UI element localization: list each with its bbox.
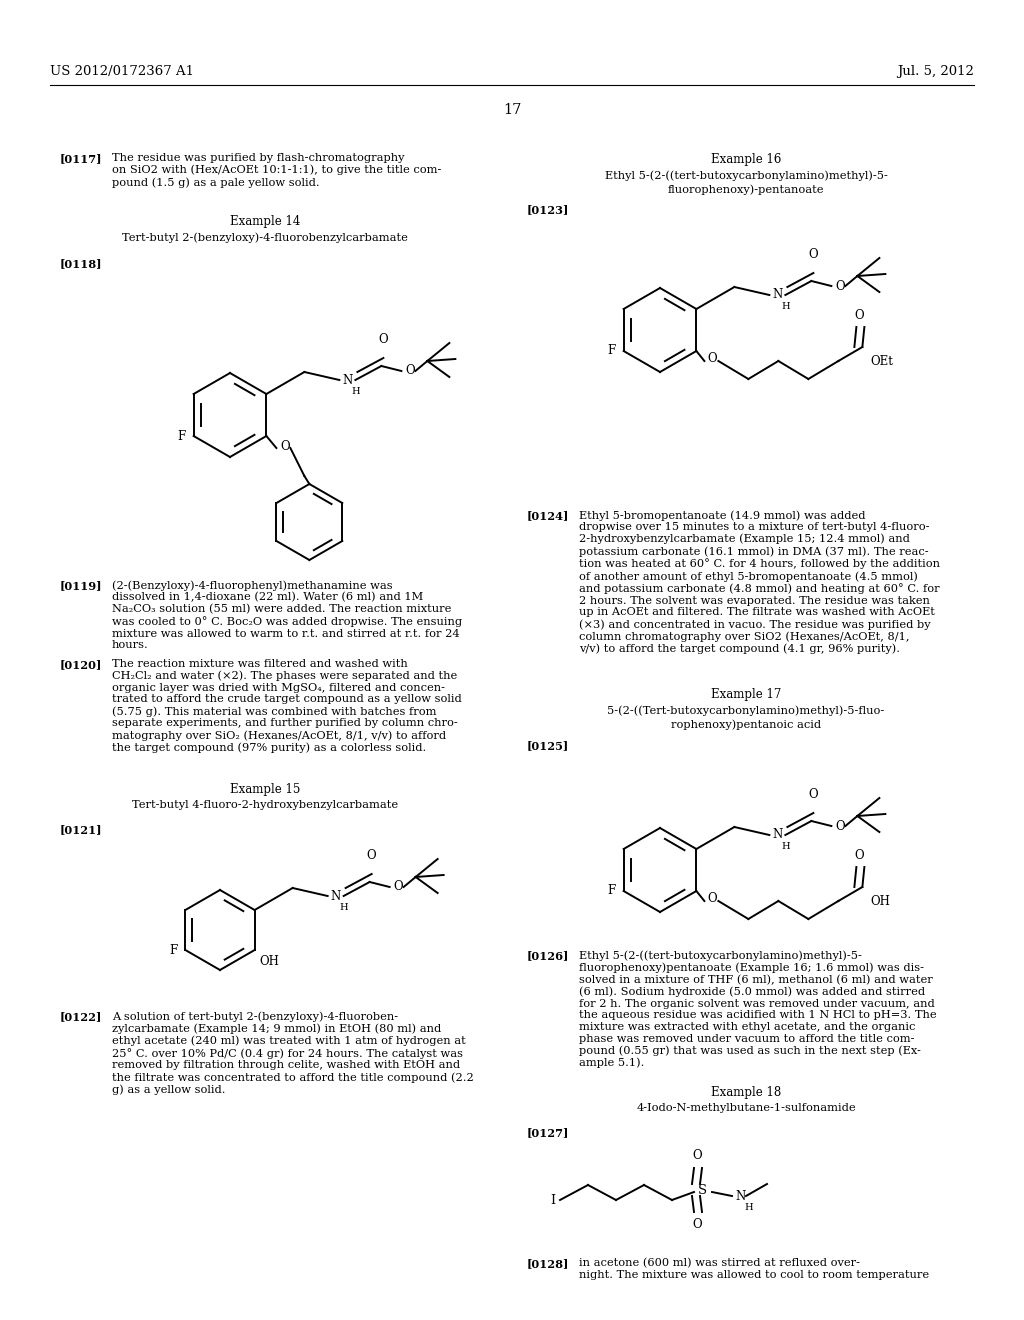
Text: Example 17: Example 17 [711,688,781,701]
Text: 4-Iodo-N-methylbutane-1-sulfonamide: 4-Iodo-N-methylbutane-1-sulfonamide [636,1104,856,1113]
Text: H: H [351,387,360,396]
Text: O: O [836,820,845,833]
Text: H: H [781,842,790,851]
Text: OH: OH [870,895,890,908]
Text: Ethyl 5-(2-((tert-butoxycarbonylamino)methyl)-5-
fluorophenoxy)pentanoate (Examp: Ethyl 5-(2-((tert-butoxycarbonylamino)me… [579,950,937,1068]
Text: The reaction mixture was filtered and washed with
CH₂Cl₂ and water (×2). The pha: The reaction mixture was filtered and wa… [112,659,462,752]
Text: [0128]: [0128] [527,1258,569,1269]
Text: 5-(2-((Tert-butoxycarbonylamino)methyl)-5-fluo-: 5-(2-((Tert-butoxycarbonylamino)methyl)-… [607,705,885,715]
Text: [0119]: [0119] [60,579,102,591]
Text: O: O [855,309,864,322]
Text: O: O [708,352,717,366]
Text: [0118]: [0118] [60,257,102,269]
Text: O: O [367,849,377,862]
Text: F: F [169,944,177,957]
Text: rophenoxy)pentanoic acid: rophenoxy)pentanoic acid [671,719,821,730]
Text: N: N [342,374,352,387]
Text: O: O [281,440,290,453]
Text: [0117]: [0117] [60,153,102,164]
Text: in acetone (600 ml) was stirred at refluxed over-
night. The mixture was allowed: in acetone (600 ml) was stirred at reflu… [579,1258,929,1280]
Text: [0127]: [0127] [527,1127,569,1138]
Text: OH: OH [260,954,280,968]
Text: N: N [772,829,782,842]
Text: H: H [781,302,790,312]
Text: Example 16: Example 16 [711,153,781,166]
Text: 17: 17 [503,103,521,117]
Text: [0125]: [0125] [527,741,569,751]
Text: Tert-butyl 4-fluoro-2-hydroxybenzylcarbamate: Tert-butyl 4-fluoro-2-hydroxybenzylcarba… [132,800,398,810]
Text: [0124]: [0124] [527,510,569,521]
Text: F: F [177,429,185,442]
Text: Ethyl 5-bromopentanoate (14.9 mmol) was added
dropwise over 15 minutes to a mixt: Ethyl 5-bromopentanoate (14.9 mmol) was … [579,510,940,655]
Text: O: O [708,892,717,906]
Text: N: N [331,890,341,903]
Text: O: O [855,849,864,862]
Text: N: N [772,289,782,301]
Text: [0122]: [0122] [60,1011,102,1022]
Text: I: I [550,1193,555,1206]
Text: [0126]: [0126] [527,950,569,961]
Text: US 2012/0172367 A1: US 2012/0172367 A1 [50,66,194,78]
Text: O: O [809,788,818,801]
Text: The residue was purified by flash-chromatography
on SiO2 with (Hex/AcOEt 10:1-1:: The residue was purified by flash-chroma… [112,153,441,187]
Text: [0120]: [0120] [60,659,102,671]
Text: (2-(Benzyloxy)-4-fluorophenyl)methanamine was
dissolved in 1,4-dioxane (22 ml). : (2-(Benzyloxy)-4-fluorophenyl)methanamin… [112,579,462,651]
Text: F: F [607,345,615,358]
Text: O: O [836,280,845,293]
Text: Tert-butyl 2-(benzyloxy)-4-fluorobenzylcarbamate: Tert-butyl 2-(benzyloxy)-4-fluorobenzylc… [122,232,408,243]
Text: Example 14: Example 14 [229,215,300,228]
Text: Jul. 5, 2012: Jul. 5, 2012 [897,66,974,78]
Text: O: O [393,880,403,894]
Text: O: O [379,333,388,346]
Text: A solution of tert-butyl 2-(benzyloxy)-4-fluoroben-
zylcarbamate (Example 14; 9 : A solution of tert-butyl 2-(benzyloxy)-4… [112,1011,474,1094]
Text: Ethyl 5-(2-((tert-butoxycarbonylamino)methyl)-5-: Ethyl 5-(2-((tert-butoxycarbonylamino)me… [604,170,888,181]
Text: O: O [406,364,415,378]
Text: H: H [744,1203,753,1212]
Text: [0123]: [0123] [527,205,569,215]
Text: N: N [735,1189,745,1203]
Text: O: O [692,1218,701,1232]
Text: F: F [607,884,615,898]
Text: Example 18: Example 18 [711,1086,781,1100]
Text: O: O [809,248,818,261]
Text: [0121]: [0121] [60,824,102,836]
Text: fluorophenoxy)-pentanoate: fluorophenoxy)-pentanoate [668,183,824,194]
Text: H: H [340,903,348,912]
Text: O: O [692,1148,701,1162]
Text: Example 15: Example 15 [229,783,300,796]
Text: OEt: OEt [870,355,893,368]
Text: S: S [698,1184,708,1196]
